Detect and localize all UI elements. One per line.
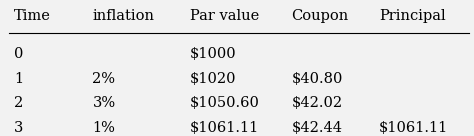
- Text: 3: 3: [14, 121, 24, 135]
- Text: Time: Time: [14, 9, 51, 23]
- Text: Principal: Principal: [379, 9, 446, 23]
- Text: 1: 1: [14, 72, 23, 86]
- Text: 2: 2: [14, 96, 24, 110]
- Text: $42.44: $42.44: [292, 121, 343, 135]
- Text: $1000: $1000: [190, 47, 236, 61]
- Text: $42.02: $42.02: [292, 96, 343, 110]
- Text: 1%: 1%: [92, 121, 115, 135]
- Text: $1020: $1020: [190, 72, 236, 86]
- Text: $1050.60: $1050.60: [190, 96, 259, 110]
- Text: 0: 0: [14, 47, 24, 61]
- Text: $1061.11: $1061.11: [190, 121, 259, 135]
- Text: 2%: 2%: [92, 72, 116, 86]
- Text: Par value: Par value: [190, 9, 259, 23]
- Text: Coupon: Coupon: [292, 9, 349, 23]
- Text: $40.80: $40.80: [292, 72, 343, 86]
- Text: inflation: inflation: [92, 9, 155, 23]
- Text: 3%: 3%: [92, 96, 116, 110]
- Text: $1061.11: $1061.11: [379, 121, 448, 135]
